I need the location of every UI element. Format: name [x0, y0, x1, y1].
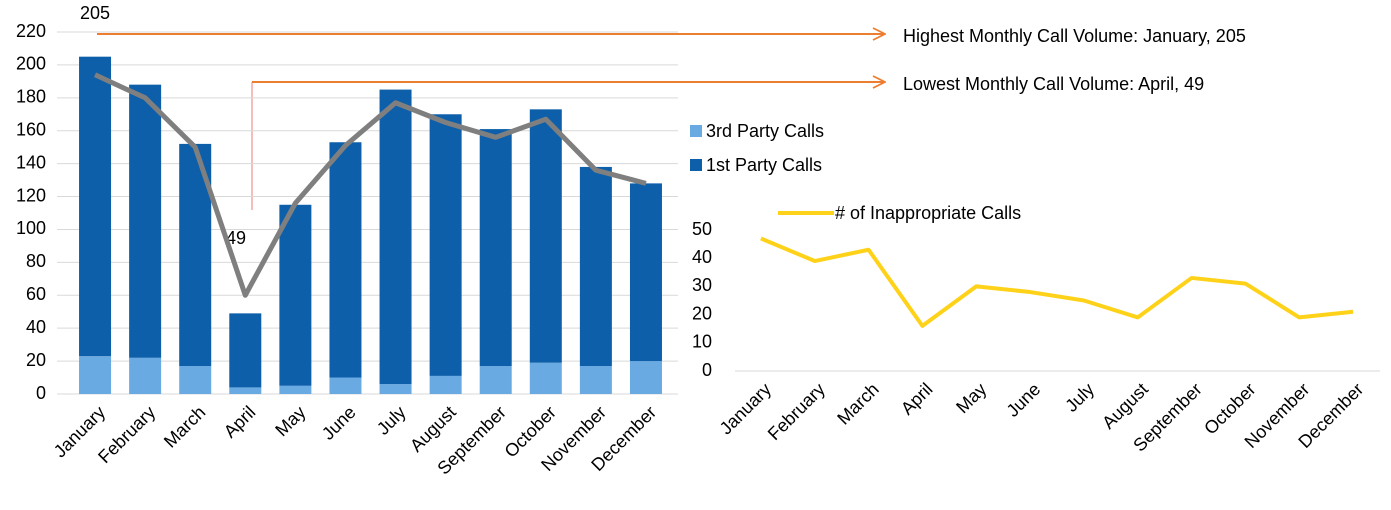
bar-segment	[129, 84, 162, 358]
bar-segment	[179, 366, 212, 394]
x-tick-label: February	[764, 379, 829, 444]
y-tick-label: 0	[36, 383, 46, 403]
bar-segment	[279, 204, 312, 386]
x-tick-label: July	[1061, 379, 1098, 416]
bar-segment	[379, 89, 412, 385]
x-tick-label: August	[1098, 379, 1152, 433]
bar-segment	[129, 357, 162, 394]
bar-segment	[429, 375, 462, 394]
x-tick-label: April	[220, 402, 260, 442]
y-tick-label: 40	[26, 317, 46, 337]
bar-segment	[79, 356, 112, 394]
bar-segment	[579, 366, 612, 394]
y-tick-label: 20	[692, 303, 712, 323]
annotation: 49	[226, 228, 246, 248]
y-tick-label: 180	[16, 87, 46, 107]
series-line	[760, 236, 1354, 328]
y-tick-label: 140	[16, 152, 46, 172]
x-tick-label: May	[952, 379, 990, 417]
bar-segment	[79, 56, 112, 357]
y-tick-label: 60	[26, 284, 46, 304]
y-tick-label: 220	[16, 21, 46, 41]
bar-segment	[329, 142, 362, 378]
legend-label: 3rd Party Calls	[706, 121, 824, 141]
legend-swatch	[690, 159, 702, 171]
x-tick-label: July	[373, 402, 410, 439]
trend-line	[93, 72, 647, 298]
bar-segment	[379, 384, 412, 394]
annotation: 205	[80, 3, 110, 23]
bar-segment	[629, 183, 662, 362]
y-tick-label: 100	[16, 218, 46, 238]
x-tick-label: April	[897, 379, 937, 419]
x-tick-label: March	[160, 402, 210, 452]
x-tick-label: June	[1003, 379, 1045, 421]
bar-segment	[629, 361, 662, 394]
y-tick-label: 20	[26, 350, 46, 370]
legend-label: # of Inappropriate Calls	[835, 203, 1021, 223]
bar-segment	[479, 366, 512, 394]
y-tick-label: 30	[692, 275, 712, 295]
x-tick-label: May	[271, 402, 309, 440]
x-tick-label: March	[833, 379, 883, 429]
x-tick-label: June	[318, 402, 360, 444]
bar-segment	[279, 385, 312, 394]
y-tick-label: 80	[26, 251, 46, 271]
bar-segment	[229, 387, 262, 394]
y-tick-label: 10	[692, 332, 712, 352]
legend-label: 1st Party Calls	[706, 155, 822, 175]
bar-segment	[579, 166, 612, 367]
bar-segment	[529, 109, 562, 363]
annotation: Highest Monthly Call Volume: January, 20…	[903, 26, 1246, 46]
bar-segment	[529, 362, 562, 394]
annotation: Lowest Monthly Call Volume: April, 49	[903, 74, 1204, 94]
bar-segment	[329, 377, 362, 394]
bar-segment	[479, 129, 512, 367]
y-tick-label: 160	[16, 119, 46, 139]
bar-segment	[229, 313, 262, 388]
y-tick-label: 40	[692, 247, 712, 267]
y-tick-label: 0	[702, 360, 712, 380]
y-tick-label: 50	[692, 219, 712, 239]
y-tick-label: 200	[16, 54, 46, 74]
y-tick-label: 120	[16, 185, 46, 205]
legend-swatch	[690, 125, 702, 137]
bar-segment	[429, 114, 462, 376]
